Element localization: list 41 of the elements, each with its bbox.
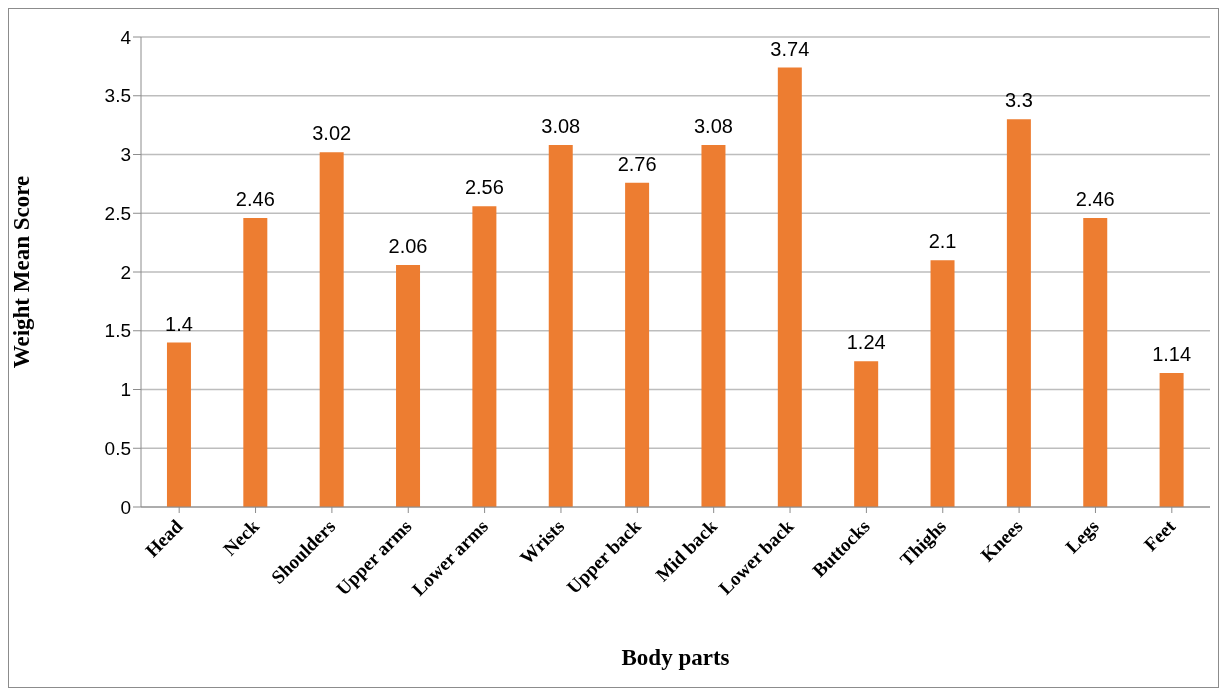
y-axis-title: Weight Mean Score — [9, 175, 35, 369]
bar — [777, 67, 802, 507]
y-tick-label: 0 — [120, 496, 131, 518]
bar — [166, 342, 191, 507]
data-label: 2.46 — [1075, 187, 1115, 210]
data-label: 3.74 — [770, 37, 810, 60]
data-label: 1.24 — [846, 331, 886, 354]
x-axis-title: Body parts — [621, 645, 730, 670]
y-tick-label: 4 — [120, 26, 132, 48]
data-label: 2.76 — [617, 152, 657, 175]
y-tick-label: 0.5 — [104, 437, 131, 459]
x-tick-label: Feet — [1139, 515, 1180, 556]
x-tick-label: Legs — [1061, 515, 1103, 558]
bar — [243, 217, 268, 507]
data-label: 2.06 — [388, 234, 428, 257]
data-label: 1.14 — [1152, 343, 1192, 366]
bar — [1159, 373, 1184, 507]
data-label: 3.08 — [541, 115, 581, 138]
y-tick-label: 1 — [120, 379, 131, 401]
bar — [319, 152, 344, 507]
bar — [1006, 119, 1031, 507]
data-label: 3.08 — [693, 115, 733, 138]
y-tick-label: 2 — [120, 261, 131, 283]
bar — [548, 145, 573, 507]
y-tick-label: 2.5 — [104, 202, 131, 224]
bar — [701, 145, 726, 507]
bar — [396, 264, 421, 507]
data-label: 1.4 — [165, 312, 193, 335]
data-label: 3.3 — [1004, 89, 1033, 112]
y-tick-label: 3 — [120, 144, 131, 166]
data-label: 2.46 — [235, 187, 275, 210]
bar — [472, 206, 497, 507]
data-label: 2.1 — [928, 230, 957, 253]
data-label: 3.02 — [312, 122, 352, 145]
bar — [1083, 217, 1108, 507]
bar — [854, 361, 879, 507]
bar — [625, 182, 650, 507]
y-tick-label: 3.5 — [104, 85, 131, 107]
bar — [930, 260, 955, 507]
data-label: 2.56 — [464, 176, 504, 199]
y-tick-label: 1.5 — [104, 320, 131, 342]
